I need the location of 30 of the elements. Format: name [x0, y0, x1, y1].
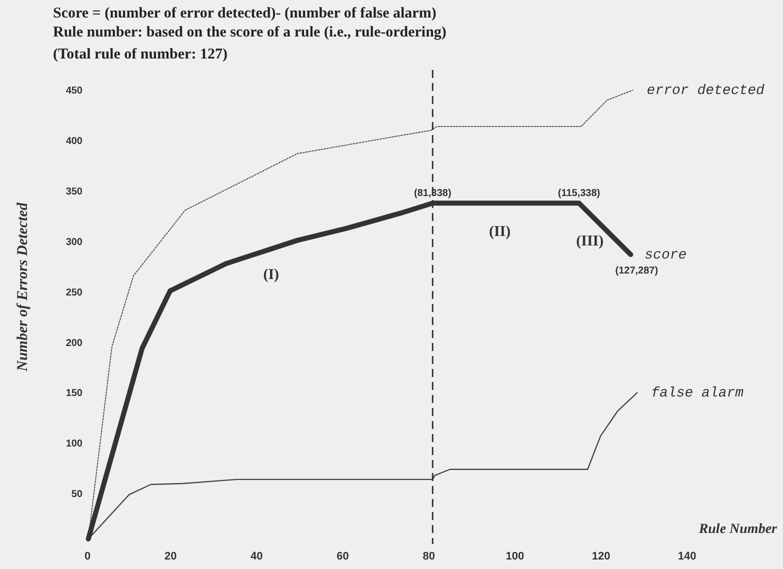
- chart-title: Score = (number of error detected)- (number of false alarm): [53, 5, 436, 22]
- y-tick-label: 50: [71, 489, 83, 500]
- x-tick-label: 120: [592, 550, 610, 562]
- y-tick-label: 400: [66, 136, 83, 148]
- x-tick-label: 20: [164, 550, 177, 562]
- x-tick-label: 80: [422, 550, 435, 562]
- y-tick-label: 450: [66, 86, 83, 97]
- series-label: error detected: [646, 83, 766, 100]
- x-tick-label: 0: [84, 550, 91, 562]
- annotation: (115,338): [558, 188, 600, 200]
- x-axis-title: Rule Number: [698, 522, 778, 537]
- x-tick-label: 140: [678, 550, 696, 562]
- annotation: (II): [488, 224, 511, 240]
- y-tick-label: 200: [66, 338, 83, 349]
- chart-subtitle: Rule number: based on the score of a rule (i.e., rule-ordering) (Total rule of number: 127): [53, 24, 446, 62]
- annotation: (I): [263, 266, 280, 283]
- y-tick-label: 150: [66, 388, 83, 400]
- y-tick-label: 300: [66, 236, 83, 248]
- y-tick-label: 250: [66, 287, 83, 298]
- x-tick-label: 100: [506, 550, 524, 562]
- annotation: (81,338): [414, 188, 452, 200]
- annotation: (127,287): [615, 266, 658, 277]
- y-axis-title: Number of Errors Detected: [15, 202, 31, 372]
- x-tick-label: 40: [250, 550, 263, 562]
- annotation: (III): [576, 234, 604, 250]
- x-tick-label: 60: [336, 550, 349, 562]
- y-tick-label: 350: [66, 186, 83, 198]
- series-label: score: [644, 248, 687, 264]
- series-label: false alarm: [651, 386, 744, 402]
- y-tick-label: 100: [66, 438, 83, 450]
